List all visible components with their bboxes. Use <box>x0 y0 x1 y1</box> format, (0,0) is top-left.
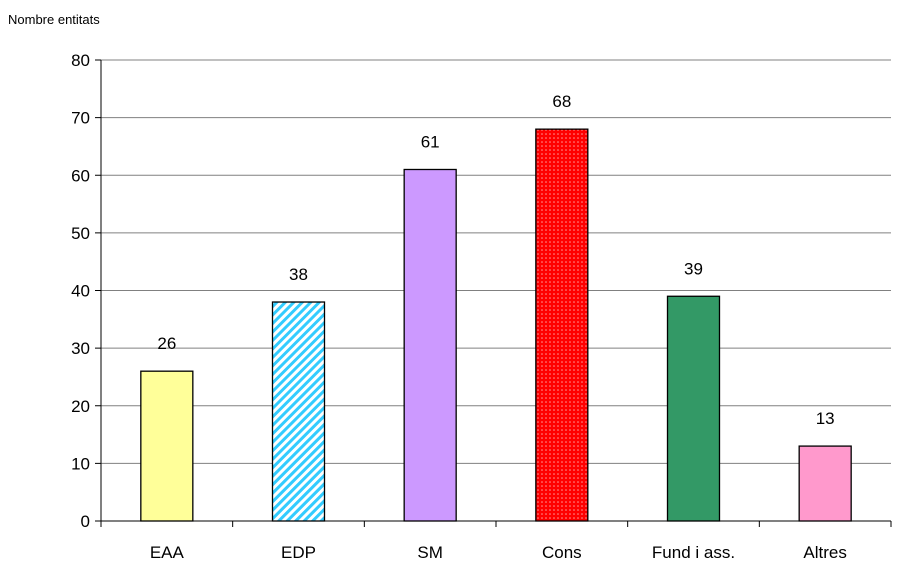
x-tick-label: EDP <box>281 543 316 562</box>
data-label: 38 <box>289 265 308 284</box>
bar-edp <box>271 301 326 522</box>
y-tick-label: 80 <box>71 51 90 70</box>
bars <box>140 128 852 522</box>
bar-fund-i-ass- <box>666 295 721 522</box>
x-tick-label: Altres <box>803 543 846 562</box>
data-label: 61 <box>421 132 440 151</box>
y-tick-label: 60 <box>71 166 90 185</box>
x-tick-label: SM <box>417 543 443 562</box>
bar-eaa <box>140 370 194 522</box>
bar-cons <box>535 128 589 522</box>
data-label: 39 <box>684 259 703 278</box>
y-tick-label: 20 <box>71 397 90 416</box>
y-tick-label: 70 <box>71 109 90 128</box>
axes: 0 10 20 30 40 50 60 70 80 EAA EDP SM Cons Fund i ass.… <box>71 51 892 562</box>
x-tick-label: Fund i ass. <box>652 543 735 562</box>
y-tick-label: 0 <box>81 512 90 531</box>
data-label: 68 <box>552 92 571 111</box>
gridlines <box>101 59 891 464</box>
data-label: 13 <box>816 409 835 428</box>
data-labels: 26 38 61 68 39 13 <box>157 92 834 428</box>
y-tick-label: 30 <box>71 339 90 358</box>
x-tick-label: EAA <box>150 543 185 562</box>
y-tick-label: 40 <box>71 282 90 301</box>
data-label: 26 <box>157 334 176 353</box>
x-tick-label: Cons <box>542 543 582 562</box>
y-tick-label: 10 <box>71 454 90 473</box>
y-tick-label: 50 <box>71 224 90 243</box>
y-axis-label: Nombre entitats <box>8 12 100 27</box>
bar-sm <box>403 168 457 522</box>
bar-altres <box>798 445 852 522</box>
